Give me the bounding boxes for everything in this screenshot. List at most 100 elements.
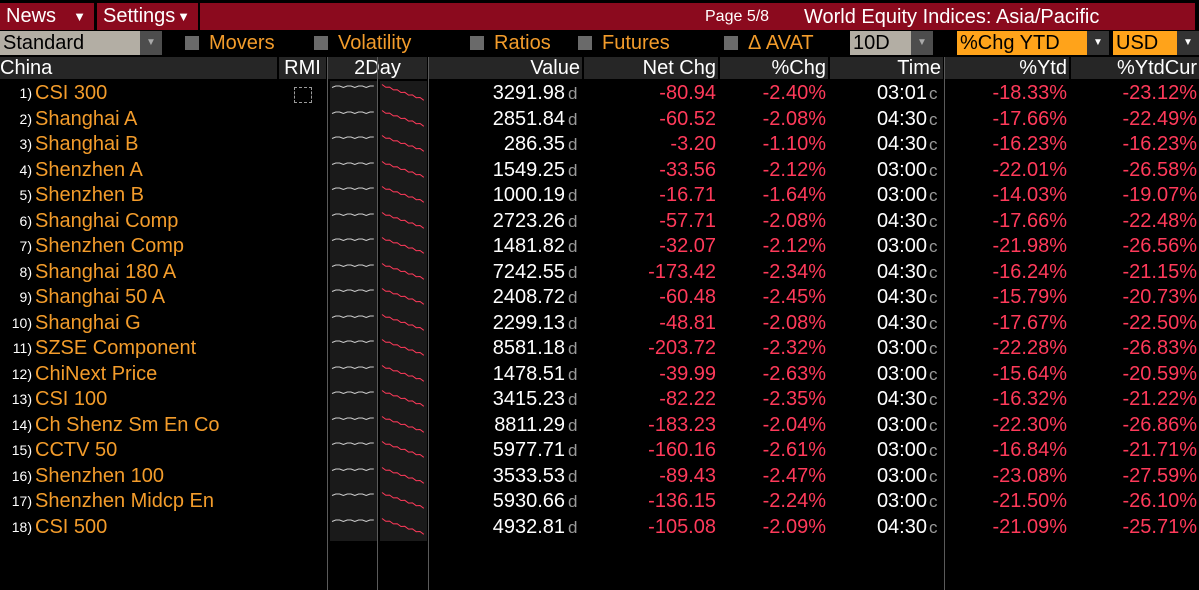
table-row[interactable]: 6) Shanghai Comp 2723.26 d -57.71 -2.08% 04:30… [0, 209, 1199, 234]
row-number: 4) [19, 161, 32, 178]
time-cell: 03:00 [876, 158, 927, 181]
column-divider [327, 57, 328, 590]
index-name[interactable]: Shanghai 50 A [35, 286, 166, 308]
table-row[interactable]: 16) Shenzhen 100 3533.53 d -89.43 -2.47% 03:00… [0, 464, 1199, 489]
ratios-toggle[interactable]: Ratios [470, 31, 551, 55]
col-time[interactable]: Time [830, 57, 943, 79]
ytd-cell: -22.01% [992, 158, 1068, 181]
ytdcur-cell: -21.22% [1122, 388, 1198, 410]
pct-chg-cell: -2.09% [762, 515, 826, 538]
table-row[interactable]: 13) CSI 100 3415.23 d -82.22 -2.35% 04:30 c -16.… [0, 387, 1199, 412]
row-number: 1) [19, 85, 32, 101]
col-pct-chg[interactable]: %Chg [720, 57, 828, 79]
sort-value: %Chg YTD [960, 32, 1060, 54]
col-value[interactable]: Value [429, 57, 582, 79]
table-row[interactable]: 12) ChiNext Price 1478.51 d -39.99 -2.63% 03:0… [0, 362, 1199, 387]
value-cell: 286.35 [503, 133, 565, 155]
index-name[interactable]: CSI 300 [35, 82, 108, 104]
index-name[interactable]: Shenzhen B [35, 184, 144, 206]
currency-value: USD [1116, 32, 1159, 54]
index-name[interactable]: Shanghai A [35, 107, 138, 130]
table-row[interactable]: 4) Shenzhen A 1549.25 d -33.56 -2.12% 03:00 c -2… [0, 158, 1199, 183]
table-row[interactable]: 9) Shanghai 50 A 2408.72 d -60.48 -2.45% 04:30… [0, 285, 1199, 310]
sparkline [381, 288, 425, 305]
index-name[interactable]: ChiNext Price [35, 362, 158, 385]
volatility-toggle[interactable]: Volatility [314, 31, 411, 55]
value-source: d [568, 364, 578, 384]
period-dropdown[interactable]: 10D ▼ [850, 31, 933, 55]
ytd-cell: -22.28% [992, 337, 1068, 359]
value-cell: 8811.29 [494, 413, 565, 436]
index-name[interactable]: Shenzhen Comp [35, 235, 184, 257]
col-rmi[interactable]: RMI [279, 57, 326, 79]
value-cell: 2299.13 [492, 311, 565, 334]
value-cell: 8581.18 [492, 337, 565, 359]
futures-toggle[interactable]: Futures [578, 31, 670, 55]
index-name[interactable]: CCTV 50 [35, 439, 118, 461]
table-row[interactable]: 5) Shenzhen B 1000.19 d -16.71 -1.64% 03:00 c -1… [0, 183, 1199, 208]
ytd-cell: -21.50% [992, 490, 1068, 512]
value-source: d [568, 390, 578, 409]
table-row[interactable]: 7) Shenzhen Comp 1481.82 d -32.07 -2.12% 03:00… [0, 234, 1199, 259]
time-source: c [929, 390, 938, 409]
pct-chg-cell: -2.47% [762, 464, 826, 487]
table-row[interactable]: 3) Shanghai B 286.35 d -3.20 -1.10% 04:30 c -16.… [0, 132, 1199, 157]
index-name[interactable]: Shanghai Comp [35, 209, 179, 232]
table-row[interactable]: 15) CCTV 50 5977.71 d -160.16 -2.61% 03:00 c -16… [0, 438, 1199, 463]
sparkline [331, 187, 374, 191]
time-source: c [929, 339, 938, 358]
table-row[interactable]: 2) Shanghai A 2851.84 d -60.52 -2.08% 04:30 c -1… [0, 107, 1199, 132]
currency-dropdown[interactable]: USD ▼ [1113, 31, 1199, 55]
rmi-icon[interactable] [294, 87, 312, 103]
col-net-chg[interactable]: Net Chg [584, 57, 718, 79]
table-row[interactable]: 18) CSI 500 4932.81 d -105.08 -2.09% 04:30 c -21… [0, 515, 1199, 540]
sort-dropdown[interactable]: %Chg YTD ▼ [957, 31, 1109, 55]
table-row[interactable]: 17) Shenzhen Midcp En 5930.66 d -136.15 -2.24… [0, 489, 1199, 514]
value-cell: 3415.23 [492, 388, 565, 410]
value-cell: 1549.25 [492, 158, 565, 181]
sparkline [331, 264, 374, 267]
chevron-down-icon: ▼ [140, 31, 162, 55]
time-source: c [929, 364, 938, 384]
index-name[interactable]: Shanghai G [35, 311, 141, 334]
pct-chg-cell: -2.04% [762, 413, 826, 436]
index-name[interactable]: CSI 500 [35, 515, 108, 538]
sparkline [331, 162, 374, 165]
row-number: 11) [12, 340, 32, 356]
sparkline [381, 109, 425, 127]
time-cell: 03:00 [876, 184, 927, 206]
col-ytd[interactable]: %Ytd [945, 57, 1069, 79]
table-row[interactable]: 1) CSI 300 3291.98 d -80.94 -2.40% 03:01 c -18.3… [0, 81, 1199, 106]
col-ytdcur[interactable]: %YtdCur [1071, 57, 1199, 79]
index-name[interactable]: Ch Shenz Sm En Co [35, 413, 220, 436]
index-name[interactable]: CSI 100 [35, 388, 108, 410]
title-bar [200, 3, 1195, 30]
ytdcur-cell: -22.50% [1122, 311, 1198, 334]
table-row[interactable]: 8) Shanghai 180 A 7242.55 d -173.42 -2.34% 04:… [0, 260, 1199, 285]
table-row[interactable]: 11) SZSE Component 8581.18 d -203.72 -2.32% 03… [0, 336, 1199, 361]
time-cell: 04:30 [876, 209, 927, 232]
index-name[interactable]: Shanghai B [35, 133, 139, 155]
avat-toggle[interactable]: Δ AVAT [724, 31, 814, 55]
index-name[interactable]: SZSE Component [35, 337, 197, 359]
table-row[interactable]: 10) Shanghai G 2299.13 d -48.81 -2.08% 04:30 c -… [0, 311, 1199, 336]
index-name[interactable]: Shenzhen Midcp En [35, 490, 215, 512]
value-source: d [568, 466, 578, 486]
movers-toggle[interactable]: Movers [185, 31, 275, 55]
view-dropdown[interactable]: Standard ▼ [0, 31, 162, 55]
ytdcur-cell: -26.58% [1122, 158, 1198, 181]
time-source: c [929, 288, 938, 307]
index-name[interactable]: Shenzhen 100 [35, 464, 165, 487]
sparkline-column-red [380, 81, 427, 541]
table-row[interactable]: 14) Ch Shenz Sm En Co 8811.29 d -183.23 -2.04… [0, 413, 1199, 438]
sparkline [331, 315, 374, 318]
col-region[interactable]: China [0, 57, 277, 79]
time-cell: 04:30 [876, 311, 927, 334]
row-number: 13) [11, 391, 32, 407]
news-menu[interactable]: News ▼ [0, 3, 94, 30]
index-name[interactable]: Shanghai 180 A [35, 260, 177, 283]
index-name[interactable]: Shenzhen A [35, 158, 143, 181]
pct-chg-cell: -2.08% [762, 209, 826, 232]
settings-menu[interactable]: Settings ▼ [97, 3, 198, 30]
ytdcur-cell: -22.48% [1122, 209, 1198, 232]
